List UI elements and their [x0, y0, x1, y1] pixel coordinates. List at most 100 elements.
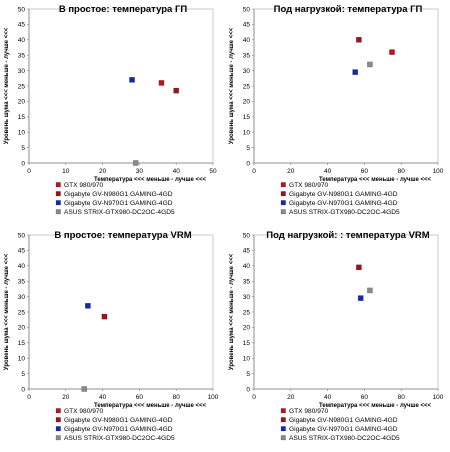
x-tick-label: 30	[136, 168, 144, 175]
legend-swatch	[280, 209, 286, 215]
y-tick-label: 30	[243, 68, 251, 75]
y-tick-label: 35	[243, 53, 251, 60]
x-axis-label: Температура <<< меньше - лучше <<<	[94, 177, 207, 183]
legend-label: Gigabyte GV-N970G1 GAMING-4GD	[289, 426, 398, 433]
legend-label: Gigabyte GV-N980G1 GAMING-4GD	[289, 191, 398, 198]
y-tick-label: 10	[243, 356, 251, 363]
x-tick-label: 80	[398, 394, 406, 401]
chart-panel-load-gpu: Под нагрузкой: температура ГП 0 5 10 15 20 25 3…	[225, 0, 450, 226]
x-tick-label: 60	[136, 394, 144, 401]
plot-area	[28, 234, 214, 390]
y-tick-label: 25	[18, 83, 26, 90]
x-axis-label: Температура <<< меньше - лучше <<<	[319, 403, 432, 409]
x-tick-label: 0	[27, 394, 31, 401]
x-axis-label: Температура <<< меньше - лучше <<<	[319, 177, 432, 183]
x-tick-label: 20	[287, 168, 295, 175]
data-point	[158, 80, 165, 86]
legend-label: GTX 980/970	[289, 408, 329, 415]
y-tick-label: 40	[18, 37, 26, 44]
legend-label: Gigabyte GV-N970G1 GAMING-4GD	[289, 200, 398, 207]
y-tick-label: 50	[18, 232, 26, 239]
y-tick-label: 30	[18, 68, 26, 75]
y-tick-label: 15	[18, 114, 26, 121]
legend-swatch	[55, 426, 61, 432]
x-tick-label: 40	[324, 168, 332, 175]
y-tick-label: 45	[18, 248, 26, 255]
y-tick-label: 20	[243, 99, 251, 106]
x-tick-label: 20	[287, 394, 295, 401]
x-tick-label: 80	[398, 168, 406, 175]
x-tick-label: 20	[99, 168, 107, 175]
legend-label: ASUS STRIX-GTX980-DC2OC-4GD5	[289, 435, 400, 442]
legend-swatch	[55, 417, 61, 423]
y-tick-label: 25	[18, 309, 26, 316]
y-tick-label: 30	[18, 294, 26, 301]
x-tick-label: 80	[173, 394, 181, 401]
data-point	[132, 160, 139, 166]
chart-panel-load-vrm: Под нагрузкой: : температура VRM 0 5 10 15 20…	[225, 226, 450, 452]
legend-label: Gigabyte GV-N970G1 GAMING-4GD	[64, 426, 173, 433]
y-tick-label: 40	[243, 263, 251, 270]
legend-swatch	[280, 435, 286, 441]
y-tick-label: 30	[243, 294, 251, 301]
y-tick-label: 20	[18, 99, 26, 106]
chart-title: Под нагрузкой: : температура VRM	[266, 230, 430, 241]
legend-swatch	[55, 200, 61, 206]
x-tick-label: 0	[252, 394, 256, 401]
data-point	[367, 61, 373, 68]
chart-panel-idle-vrm: В простое: температура VRM 0 5 10 15 20 25 30 35…	[0, 226, 225, 452]
y-tick-label: 45	[18, 22, 26, 29]
y-tick-label: 25	[243, 309, 251, 316]
data-point	[356, 264, 362, 271]
y-tick-label: 25	[243, 83, 251, 90]
y-axis-label: Уровень шума <<< меньше - лучше <<<	[229, 253, 235, 370]
legend-label: GTX 980/970	[64, 408, 104, 415]
chart-svg: В простое: температура ГП 0 5 10 15 20 25 30 35 4…	[4, 4, 217, 216]
data-point	[129, 77, 135, 83]
data-point	[357, 295, 364, 301]
y-tick-label: 15	[243, 114, 251, 121]
legend-swatch	[55, 191, 61, 197]
data-point	[101, 313, 108, 320]
y-axis-label: Уровень шума <<< меньше - лучше <<<	[4, 27, 10, 144]
x-tick-label: 10	[62, 168, 70, 175]
data-point	[81, 386, 87, 392]
data-point	[352, 69, 358, 75]
legend-swatch	[280, 408, 286, 414]
y-tick-label: 20	[243, 325, 251, 332]
legend-swatch	[280, 191, 286, 197]
legend-label: Gigabyte GV-N970G1 GAMING-4GD	[64, 200, 173, 207]
legend-swatch	[55, 209, 61, 215]
legend-label: GTX 980/970	[289, 182, 329, 189]
legend-swatch	[280, 200, 286, 206]
y-tick-label: 5	[246, 371, 250, 378]
y-tick-label: 45	[243, 22, 251, 29]
legend-swatch	[55, 182, 61, 188]
legend-label: ASUS STRIX-GTX980-DC2OC-4GD5	[289, 209, 400, 216]
y-tick-label: 10	[18, 356, 26, 363]
y-tick-label: 0	[21, 386, 25, 393]
legend-swatch	[55, 408, 61, 414]
legend-label: GTX 980/970	[64, 182, 104, 189]
y-tick-label: 10	[243, 130, 251, 137]
y-tick-label: 10	[18, 130, 26, 137]
y-tick-label: 40	[18, 263, 26, 270]
plot-area	[253, 234, 439, 390]
plot-area	[28, 8, 214, 164]
x-tick-label: 40	[324, 394, 332, 401]
y-tick-label: 5	[246, 145, 250, 152]
y-axis-label: Уровень шума <<< меньше - лучше <<<	[4, 253, 10, 370]
x-tick-label: 100	[433, 168, 444, 175]
x-tick-label: 60	[361, 394, 369, 401]
legend-label: Gigabyte GV-N980G1 GAMING-4GD	[64, 191, 173, 198]
x-tick-label: 40	[173, 168, 181, 175]
legend-swatch	[280, 426, 286, 432]
chart-title: Под нагрузкой: температура ГП	[274, 4, 423, 15]
x-tick-label: 0	[27, 168, 31, 175]
y-tick-label: 0	[246, 160, 250, 167]
y-tick-label: 50	[18, 6, 26, 13]
y-tick-label: 40	[243, 37, 251, 44]
y-tick-label: 35	[18, 279, 26, 286]
y-tick-label: 15	[18, 340, 26, 347]
legend-swatch	[280, 417, 286, 423]
